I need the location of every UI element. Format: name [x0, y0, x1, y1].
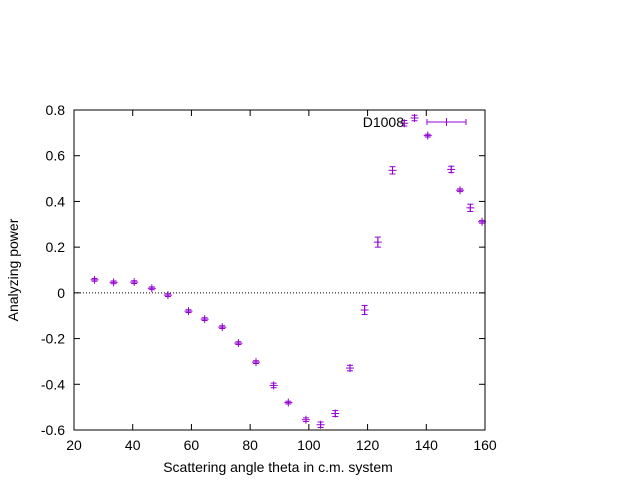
- data-point: [234, 339, 243, 348]
- data-point: [109, 278, 118, 287]
- x-tick-label: 80: [242, 437, 258, 453]
- y-tick-label: 0.2: [46, 239, 66, 255]
- data-point: [284, 398, 293, 407]
- x-axis-label: Scattering angle theta in c.m. system: [163, 459, 393, 475]
- data-point: [345, 364, 354, 373]
- data-point: [400, 119, 409, 128]
- y-tick-label: -0.6: [41, 422, 65, 438]
- data-point: [388, 166, 397, 175]
- data-point: [147, 284, 156, 293]
- data-point: [130, 278, 139, 287]
- legend-label-d1008: D1008: [363, 114, 404, 130]
- data-point: [447, 165, 456, 174]
- data-point: [423, 131, 432, 140]
- data-point: [331, 409, 340, 418]
- data-point: [163, 291, 172, 300]
- x-tick-label: 20: [66, 437, 82, 453]
- y-tick-label: -0.4: [41, 376, 65, 392]
- axis-layer: 20 40 60 80 100 120 140 160 -0.6 -0.4 -0.2 0 0.2 0.4 0…: [41, 102, 497, 453]
- data-point: [252, 358, 261, 367]
- data-point: [316, 420, 325, 429]
- data-point: [90, 275, 99, 284]
- data-point: [456, 186, 465, 195]
- x-tick-label: 160: [473, 437, 497, 453]
- plot-frame: [73, 109, 486, 431]
- x-tick-label: 140: [415, 437, 439, 453]
- legend: D1008: [363, 114, 467, 130]
- y-tick-label: -0.2: [41, 331, 65, 347]
- data-point: [184, 307, 193, 316]
- y-tick-label: 0.8: [46, 102, 66, 118]
- data-points-layer: [90, 114, 487, 429]
- y-tick-label: 0: [57, 285, 65, 301]
- x-tick-label: 100: [297, 437, 321, 453]
- data-point: [373, 236, 382, 248]
- x-tick-label: 120: [356, 437, 380, 453]
- y-tick-label: 0.6: [46, 148, 66, 164]
- data-point: [410, 114, 419, 122]
- x-tick-label: 40: [125, 437, 141, 453]
- data-point: [269, 381, 278, 390]
- data-point: [360, 304, 369, 316]
- legend-sample-d1008: [426, 118, 467, 126]
- data-point: [218, 323, 227, 332]
- y-axis-label: Analyzing power: [5, 218, 21, 321]
- data-point: [466, 203, 475, 212]
- data-point: [200, 315, 209, 324]
- y-tick-label: 0.4: [46, 193, 66, 209]
- x-tick-label: 60: [184, 437, 200, 453]
- data-point: [301, 415, 310, 424]
